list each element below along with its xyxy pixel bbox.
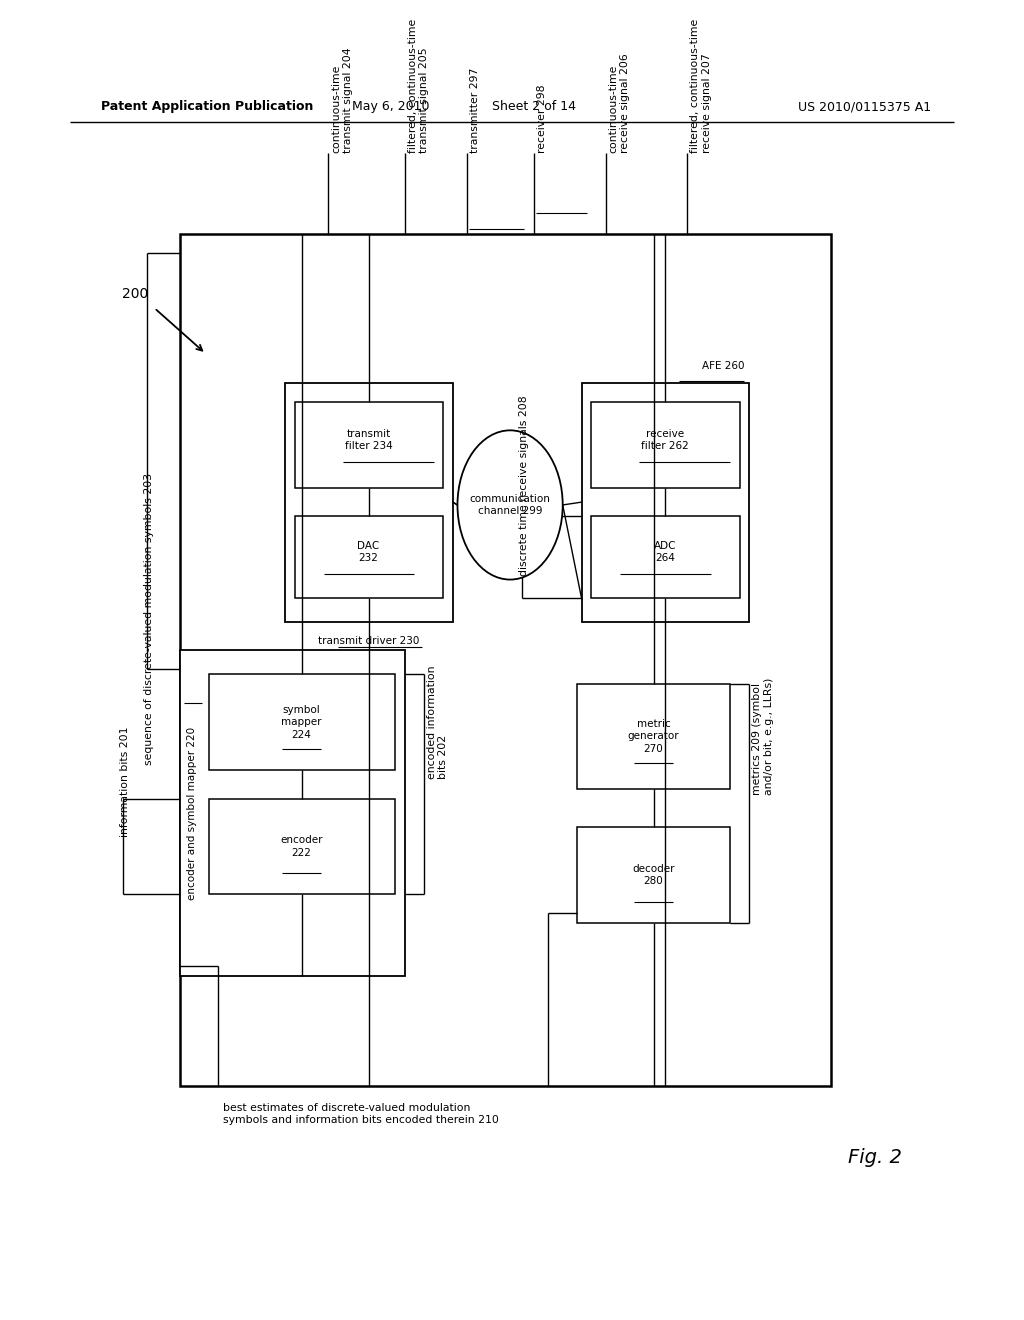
Bar [209, 675, 395, 770]
Text: transmit driver 230: transmit driver 230 [317, 636, 419, 645]
Text: transmitter 297: transmitter 297 [470, 67, 480, 153]
Text: metric
generator
270: metric generator 270 [628, 719, 679, 754]
Text: ADC
264: ADC 264 [653, 541, 676, 564]
Text: communication
channel 299: communication channel 299 [470, 494, 551, 516]
Text: filtered, continuous-time
receive signal 207: filtered, continuous-time receive signal… [690, 18, 712, 153]
Bar [592, 401, 739, 487]
Bar [578, 828, 730, 923]
Text: DAC
232: DAC 232 [357, 541, 380, 564]
Bar [295, 401, 443, 487]
Text: Sheet 2 of 14: Sheet 2 of 14 [492, 100, 577, 114]
Text: best estimates of discrete-valued modulation
symbols and information bits encode: best estimates of discrete-valued modula… [223, 1102, 499, 1125]
Bar [180, 651, 404, 975]
Text: discrete time receive signals 208: discrete time receive signals 208 [519, 395, 528, 576]
Text: Fig. 2: Fig. 2 [849, 1148, 902, 1167]
Text: sequence of discrete-valued modulation symbols 203: sequence of discrete-valued modulation s… [143, 473, 154, 766]
Text: encoded information
bits 202: encoded information bits 202 [427, 665, 449, 779]
Text: transmit
filter 234: transmit filter 234 [345, 429, 392, 451]
Text: encoder and symbol mapper 220: encoder and symbol mapper 220 [186, 726, 197, 899]
Bar [286, 383, 453, 622]
Bar [209, 799, 395, 895]
Bar [295, 516, 443, 598]
Text: information bits 201: information bits 201 [120, 726, 130, 837]
Bar [180, 234, 830, 1085]
Text: decoder
280: decoder 280 [633, 865, 675, 886]
Text: 200: 200 [122, 288, 148, 301]
Ellipse shape [458, 430, 563, 579]
Text: AFE 260: AFE 260 [702, 362, 744, 371]
Text: continuous-time
receive signal 206: continuous-time receive signal 206 [608, 53, 630, 153]
Text: filtered, continuous-time
transmit signal 205: filtered, continuous-time transmit signa… [408, 18, 429, 153]
Text: encoder
222: encoder 222 [281, 836, 323, 858]
Text: May 6, 2010: May 6, 2010 [352, 100, 429, 114]
Bar [578, 684, 730, 789]
Text: metrics 209 (symbol
and/or bit, e.g., LLRs): metrics 209 (symbol and/or bit, e.g., LL… [752, 677, 774, 795]
Text: receive
filter 262: receive filter 262 [641, 429, 689, 451]
Text: symbol
mapper
224: symbol mapper 224 [282, 705, 322, 739]
Bar [592, 516, 739, 598]
Text: Patent Application Publication: Patent Application Publication [100, 100, 313, 114]
Bar [582, 383, 750, 622]
Text: continuous-time
transmit signal 204: continuous-time transmit signal 204 [331, 48, 353, 153]
Text: US 2010/0115375 A1: US 2010/0115375 A1 [798, 100, 931, 114]
Text: receiver 298: receiver 298 [537, 84, 547, 153]
